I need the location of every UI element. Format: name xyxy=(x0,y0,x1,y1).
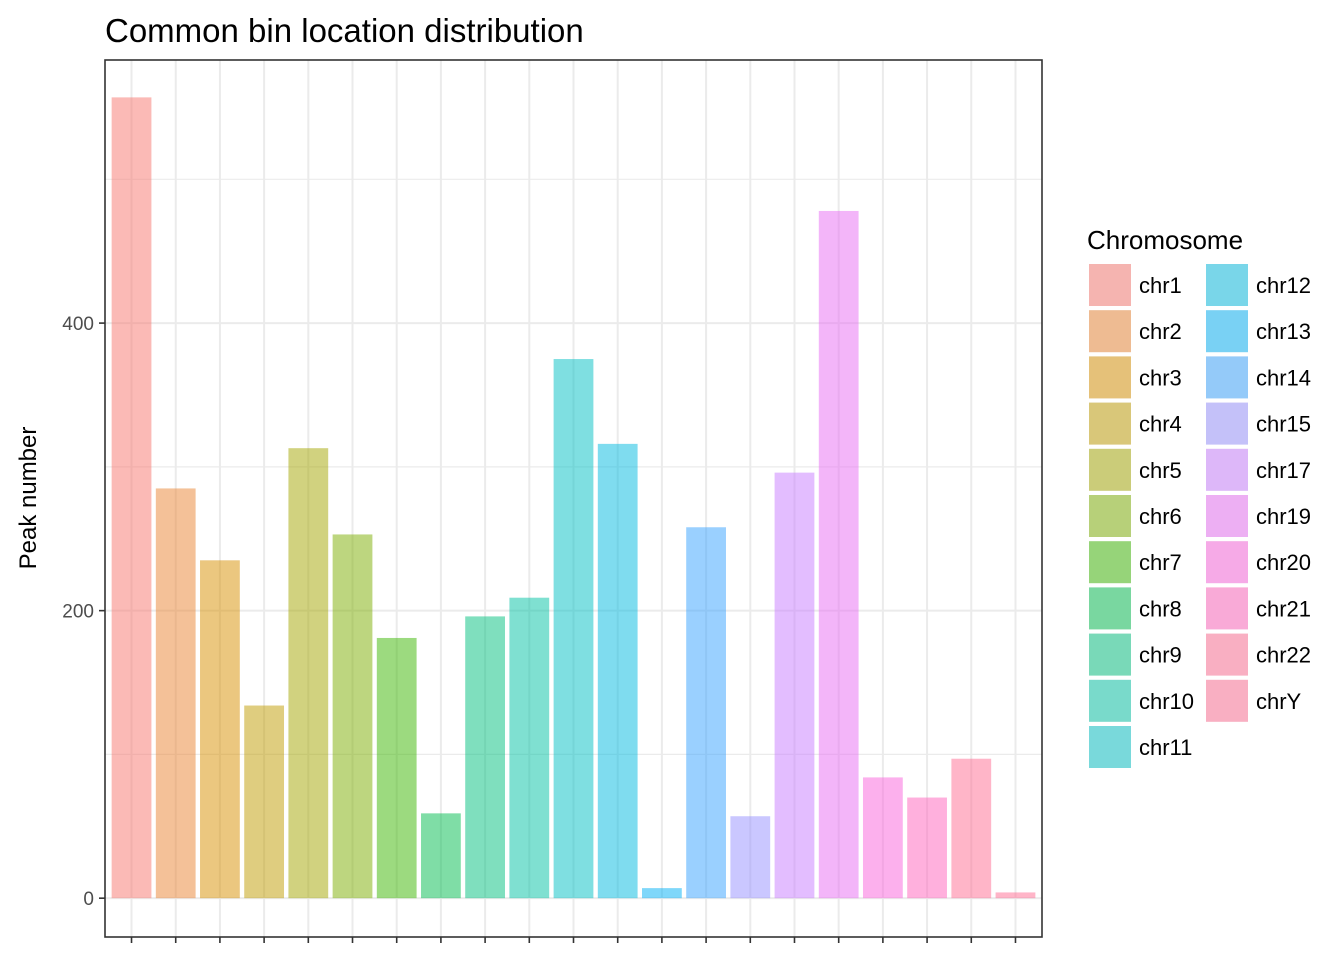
bar-chr7 xyxy=(376,637,417,899)
legend-item-chr6: chr6 xyxy=(1089,495,1182,537)
legend-key-swatch xyxy=(1089,402,1131,445)
bar-chr3 xyxy=(200,560,240,899)
legend-item-chr1: chr1 xyxy=(1089,264,1182,306)
legend-items: chr1 chr2 chr3 chr4 chr5 chr6 chr7 chr8 chr9 chr1… xyxy=(1089,264,1311,768)
legend-item-chr9: chr9 xyxy=(1089,633,1182,676)
legend-label: chr10 xyxy=(1139,689,1194,714)
bars xyxy=(111,97,1036,899)
legend-label: chr14 xyxy=(1256,365,1311,390)
legend-item-chr7: chr7 xyxy=(1089,541,1182,584)
bar-chr6 xyxy=(332,534,373,899)
legend-label: chr9 xyxy=(1139,643,1182,668)
bar-chr1 xyxy=(111,97,152,899)
legend-item-chr12: chr12 xyxy=(1206,264,1311,306)
bar-chr22 xyxy=(951,758,992,899)
legend: Chromosome chr1chr2chr3chr4chr5chr6chr7c… xyxy=(1087,225,1311,768)
legend-key-swatch xyxy=(1089,587,1131,630)
legend-label: chr4 xyxy=(1139,412,1182,437)
legend-key-swatch xyxy=(1206,402,1248,445)
legend-item-chr17: chr17 xyxy=(1206,448,1311,491)
legend-key-swatch xyxy=(1089,495,1131,537)
legend-label: chr5 xyxy=(1139,458,1182,483)
legend-label: chr12 xyxy=(1256,273,1311,298)
y-tick-label: 400 xyxy=(62,314,94,335)
legend-key-swatch xyxy=(1206,633,1248,676)
bar-chr17 xyxy=(774,472,815,899)
legend-key-swatch xyxy=(1206,310,1248,353)
legend-label: chr8 xyxy=(1139,596,1182,621)
bar-chr5 xyxy=(288,448,329,899)
legend-item-chr2: chr2 xyxy=(1089,310,1182,353)
legend-label: chr3 xyxy=(1139,365,1182,390)
legend-item-chr21: chr21 xyxy=(1206,587,1311,630)
legend-key-swatch xyxy=(1206,356,1248,399)
legend-key-swatch xyxy=(1089,448,1131,491)
y-tick-label: 0 xyxy=(83,889,94,910)
legend-label: chr7 xyxy=(1139,550,1182,575)
legend-item-chr5: chr5 xyxy=(1089,448,1182,491)
legend-item-chr19: chr19 xyxy=(1206,495,1311,537)
bar-chr10 xyxy=(509,597,550,899)
legend-label: chr13 xyxy=(1256,319,1311,344)
bar-chr9 xyxy=(465,616,505,899)
legend-label: chr22 xyxy=(1256,643,1311,668)
legend-key-swatch xyxy=(1206,448,1248,491)
legend-label: chr6 xyxy=(1139,504,1182,529)
bar-chr11 xyxy=(553,359,594,899)
bar-chr4 xyxy=(244,705,285,899)
legend-title: Chromosome xyxy=(1087,225,1243,255)
legend-item-chr20: chr20 xyxy=(1206,541,1311,584)
legend-label: chr20 xyxy=(1256,550,1311,575)
legend-label: chr1 xyxy=(1139,273,1182,298)
legend-label: chr17 xyxy=(1256,458,1311,483)
legend-item-chr15: chr15 xyxy=(1206,402,1311,445)
bar-chr12 xyxy=(597,443,638,899)
legend-label: chr11 xyxy=(1139,735,1192,760)
legend-item-chr3: chr3 xyxy=(1089,356,1182,399)
bar-chr2 xyxy=(155,488,196,899)
bar-chr8 xyxy=(421,813,461,899)
bar-chr14 xyxy=(686,527,726,899)
y-axis-title: Peak number xyxy=(15,427,42,570)
legend-label: chr19 xyxy=(1256,504,1311,529)
legend-key-swatch xyxy=(1089,726,1131,768)
legend-item-chrY: chrY xyxy=(1206,679,1302,722)
legend-item-chr22: chr22 xyxy=(1206,633,1311,676)
legend-item-chr13: chr13 xyxy=(1206,310,1311,353)
bar-chr15 xyxy=(730,816,771,899)
legend-key-swatch xyxy=(1206,679,1248,722)
legend-key-swatch xyxy=(1206,264,1248,306)
chart-title: Common bin location distribution xyxy=(105,12,584,49)
legend-key-swatch xyxy=(1089,541,1131,584)
bar-chrY xyxy=(995,892,1036,899)
legend-item-chr4: chr4 xyxy=(1089,402,1182,445)
legend-label: chr2 xyxy=(1139,319,1182,344)
y-tick-label: 200 xyxy=(62,602,94,623)
legend-key-swatch xyxy=(1089,310,1131,353)
legend-item-chr8: chr8 xyxy=(1089,587,1182,630)
legend-key-swatch xyxy=(1206,495,1248,537)
legend-item-chr10: chr10 xyxy=(1089,679,1194,722)
bar-chr21 xyxy=(907,797,947,899)
legend-key-swatch xyxy=(1206,541,1248,584)
legend-item-chr14: chr14 xyxy=(1206,356,1311,399)
legend-label: chr21 xyxy=(1256,596,1311,621)
bar-chr13 xyxy=(642,888,682,899)
legend-key-swatch xyxy=(1206,587,1248,630)
bar-chr20 xyxy=(862,777,903,899)
bar-chr19 xyxy=(818,210,859,899)
legend-key-swatch xyxy=(1089,633,1131,676)
legend-key-swatch xyxy=(1089,356,1131,399)
legend-item-chr11: chr11 xyxy=(1089,726,1192,768)
legend-key-swatch xyxy=(1089,679,1131,722)
legend-key-swatch xyxy=(1089,264,1131,306)
y-axis: 0 200 400 xyxy=(62,314,1017,943)
legend-label: chrY xyxy=(1256,689,1302,714)
legend-label: chr15 xyxy=(1256,412,1311,437)
